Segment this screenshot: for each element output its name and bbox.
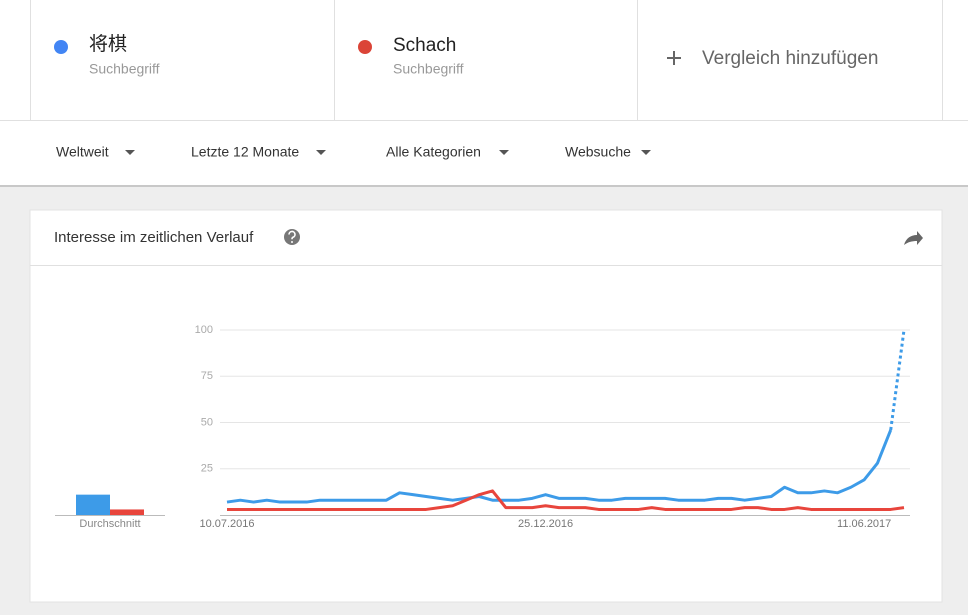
- help-icon[interactable]: [284, 229, 300, 245]
- y-tick-label: 100: [195, 324, 213, 336]
- card: [29, 209, 943, 603]
- term-dot: [358, 40, 372, 54]
- plus-icon: [667, 51, 681, 65]
- dropdown-arrow: [499, 150, 509, 155]
- help-dot: [291, 241, 293, 243]
- term-box[interactable]: Schach Suchbegriff: [358, 35, 464, 77]
- y-tick-label: 50: [201, 416, 213, 428]
- dropdown-arrow: [641, 150, 651, 155]
- filter[interactable]: Websuche: [565, 144, 651, 160]
- card-title: Interesse im zeitlichen Verlauf: [54, 229, 254, 246]
- average-bar: [110, 509, 144, 515]
- x-tick-label: 11.06.2017: [837, 518, 891, 530]
- filter[interactable]: Alle Kategorien: [386, 144, 509, 160]
- term-sub: Suchbegriff: [89, 61, 160, 77]
- x-tick-label: 10.07.2016: [199, 518, 254, 530]
- dropdown-arrow: [125, 150, 135, 155]
- filter[interactable]: Weltweit: [56, 144, 135, 160]
- top-bar: [0, 0, 968, 185]
- help-glyph: [288, 230, 296, 240]
- filter-label: Weltweit: [56, 144, 109, 160]
- filter-label: Alle Kategorien: [386, 144, 481, 160]
- y-tick-label: 25: [201, 463, 213, 475]
- line: [226, 429, 893, 504]
- add-compare[interactable]: Vergleich hinzufügen: [667, 48, 878, 69]
- x-tick-label: 25.12.2016: [518, 518, 573, 530]
- term-dot: [54, 40, 68, 54]
- term-box[interactable]: 将棋 Suchbegriff: [54, 33, 160, 77]
- term-sub: Suchbegriff: [393, 61, 464, 77]
- dropdown-arrow: [316, 150, 326, 155]
- add-compare-label: Vergleich hinzufügen: [702, 48, 878, 69]
- y-tick-label: 75: [201, 370, 213, 382]
- average-label: Durchschnitt: [79, 518, 140, 530]
- filter-label: Letzte 12 Monate: [191, 144, 299, 160]
- line-dotted: [889, 329, 906, 431]
- term-name: Schach: [393, 35, 456, 56]
- average-bar: [76, 494, 110, 515]
- line: [227, 489, 905, 511]
- term-name: 将棋: [89, 33, 127, 55]
- filter[interactable]: Letzte 12 Monate: [191, 144, 326, 160]
- share-icon[interactable]: [904, 231, 923, 245]
- filter-label: Websuche: [565, 144, 631, 160]
- plot: 25 50 75 100 10.07.2016 25.12.2016 11.06.2017: [76, 324, 910, 530]
